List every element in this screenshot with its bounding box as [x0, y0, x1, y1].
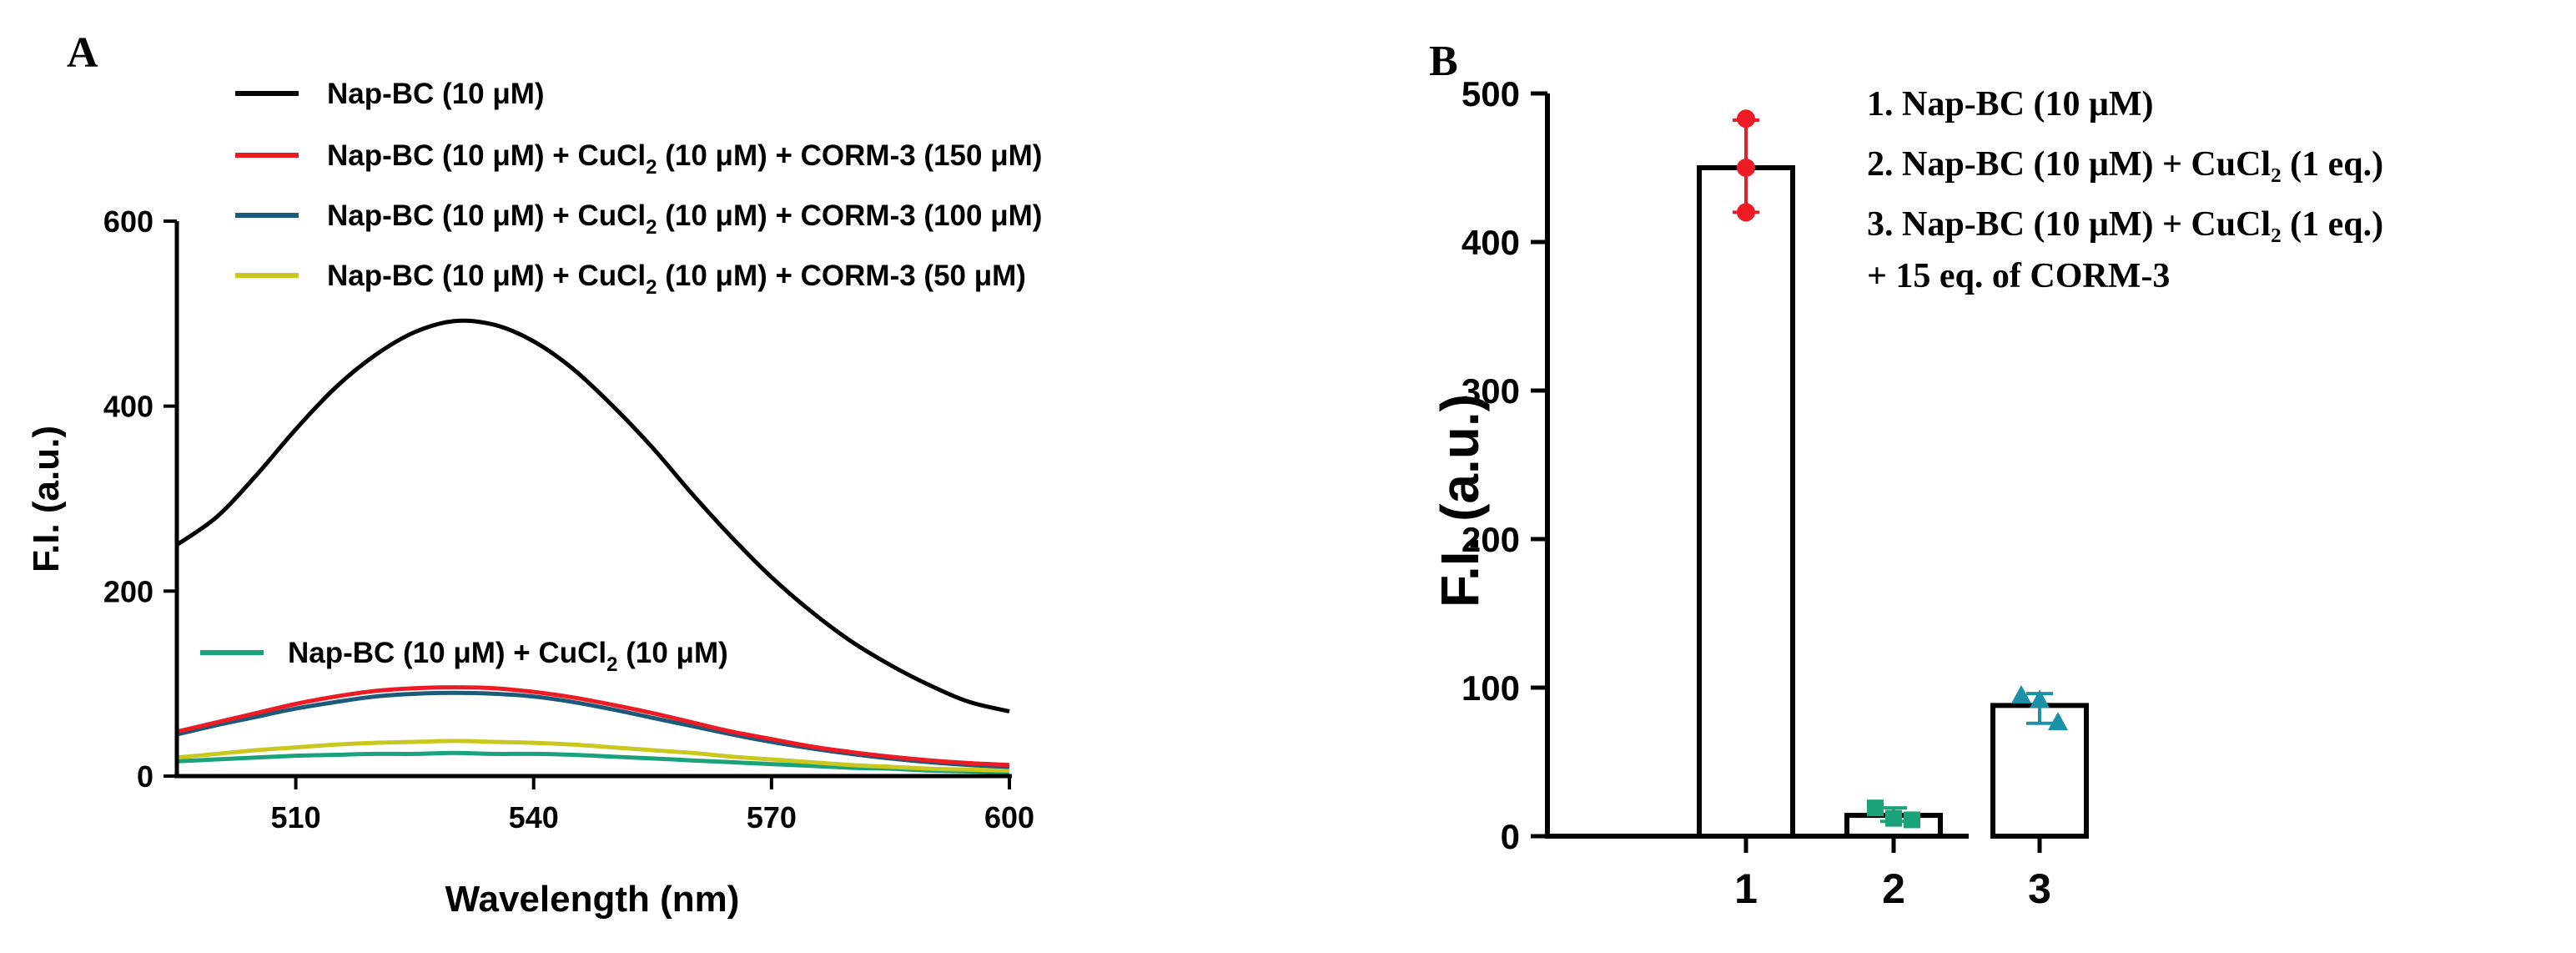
data-point — [2048, 711, 2068, 730]
data-point — [1867, 799, 1884, 817]
legend-line-3: 3. Nap-BC (10 μM) + CuCl₂ (1 eq.) — [1867, 205, 2383, 244]
legend-line-4: + 15 eq. of CORM-3 — [1867, 257, 2170, 295]
panel-a-y-title: F.I. (a.u.) — [26, 426, 67, 572]
panel-b-legend: 1. Nap-BC (10 μM) 2. Nap-BC (10 μM) + Cu… — [1867, 85, 2383, 295]
y-tick-label: 300 — [1462, 371, 1520, 411]
legend-line-2: 2. Nap-BC (10 μM) + CuCl₂ (1 eq.) — [1867, 145, 2383, 184]
x-tick-label: 540 — [509, 800, 559, 835]
y-tick-label: 100 — [1462, 668, 1520, 708]
y-tick-label: 600 — [103, 204, 153, 239]
legend-label-series-1: Nap-BC (10 μM) — [327, 78, 545, 110]
data-point — [2011, 684, 2031, 703]
y-tick-label: 0 — [1501, 817, 1520, 856]
y-tick-label: 400 — [103, 390, 153, 424]
panel-a-label: A — [67, 29, 98, 77]
panel-b-bars — [1697, 109, 2089, 840]
y-tick-label: 500 — [1462, 74, 1520, 113]
data-point — [1737, 203, 1755, 222]
data-point — [1737, 109, 1755, 129]
data-point — [1885, 809, 1902, 827]
series-line-1 — [175, 318, 1010, 713]
legend-label-series-5: Nap-BC (10 μM) + CuCl2 (10 μM) — [288, 637, 728, 676]
data-point — [2030, 689, 2050, 708]
x-tick-label: 570 — [747, 800, 797, 835]
legend-line-1: 1. Nap-BC (10 μM) — [1867, 85, 2153, 124]
panel-a-x-title: Wavelength (nm) — [445, 879, 740, 920]
y-tick-label: 0 — [137, 759, 153, 794]
legend-label-series-2: Nap-BC (10 μM) + CuCl2 (10 μM) + CORM-3 … — [327, 139, 1042, 179]
y-tick-label: 200 — [103, 574, 153, 608]
panel-b: B 0 100 200 300 400 500 1 2 3 F.I. (a.u.) 1. Nap… — [1429, 38, 2383, 912]
legend-label-series-3: Nap-BC (10 μM) + CuCl2 (10 μM) + CORM-3 … — [327, 199, 1042, 239]
y-tick-label: 200 — [1462, 520, 1520, 559]
panel-a-series-lines — [175, 318, 1010, 775]
x-tick-label: 1 — [1734, 865, 1758, 912]
legend-label-series-4: Nap-BC (10 μM) + CuCl2 (10 μM) + CORM-3 … — [327, 260, 1026, 299]
panel-b-ticks: 0 100 200 300 400 500 1 2 3 — [1462, 74, 2051, 912]
x-tick-label: 510 — [271, 800, 321, 835]
series-line-2 — [176, 685, 1010, 768]
panel-a-legend: Nap-BC (10 μM) Nap-BC (10 μM) + CuCl2 (1… — [200, 78, 1042, 676]
y-tick-label: 400 — [1462, 223, 1520, 262]
x-tick-label: 3 — [2028, 865, 2051, 912]
data-point — [1737, 159, 1755, 177]
panel-a-ticks: 510 540 570 600 0 200 400 600 — [103, 204, 1034, 835]
data-point — [1904, 811, 1920, 829]
x-tick-label: 600 — [984, 800, 1034, 835]
panel-a: A 510 540 570 600 0 200 400 600 Wavelength (nm)… — [26, 29, 1042, 920]
bar-1 — [1697, 165, 1795, 839]
series-line-5 — [176, 750, 1010, 775]
bar-3 — [1990, 703, 2089, 839]
x-tick-label: 2 — [1882, 865, 1905, 912]
panel-b-label: B — [1429, 38, 1458, 85]
panel-b-y-title: F.I. (a.u.) — [1430, 394, 1490, 608]
series-line-4 — [176, 739, 1010, 773]
